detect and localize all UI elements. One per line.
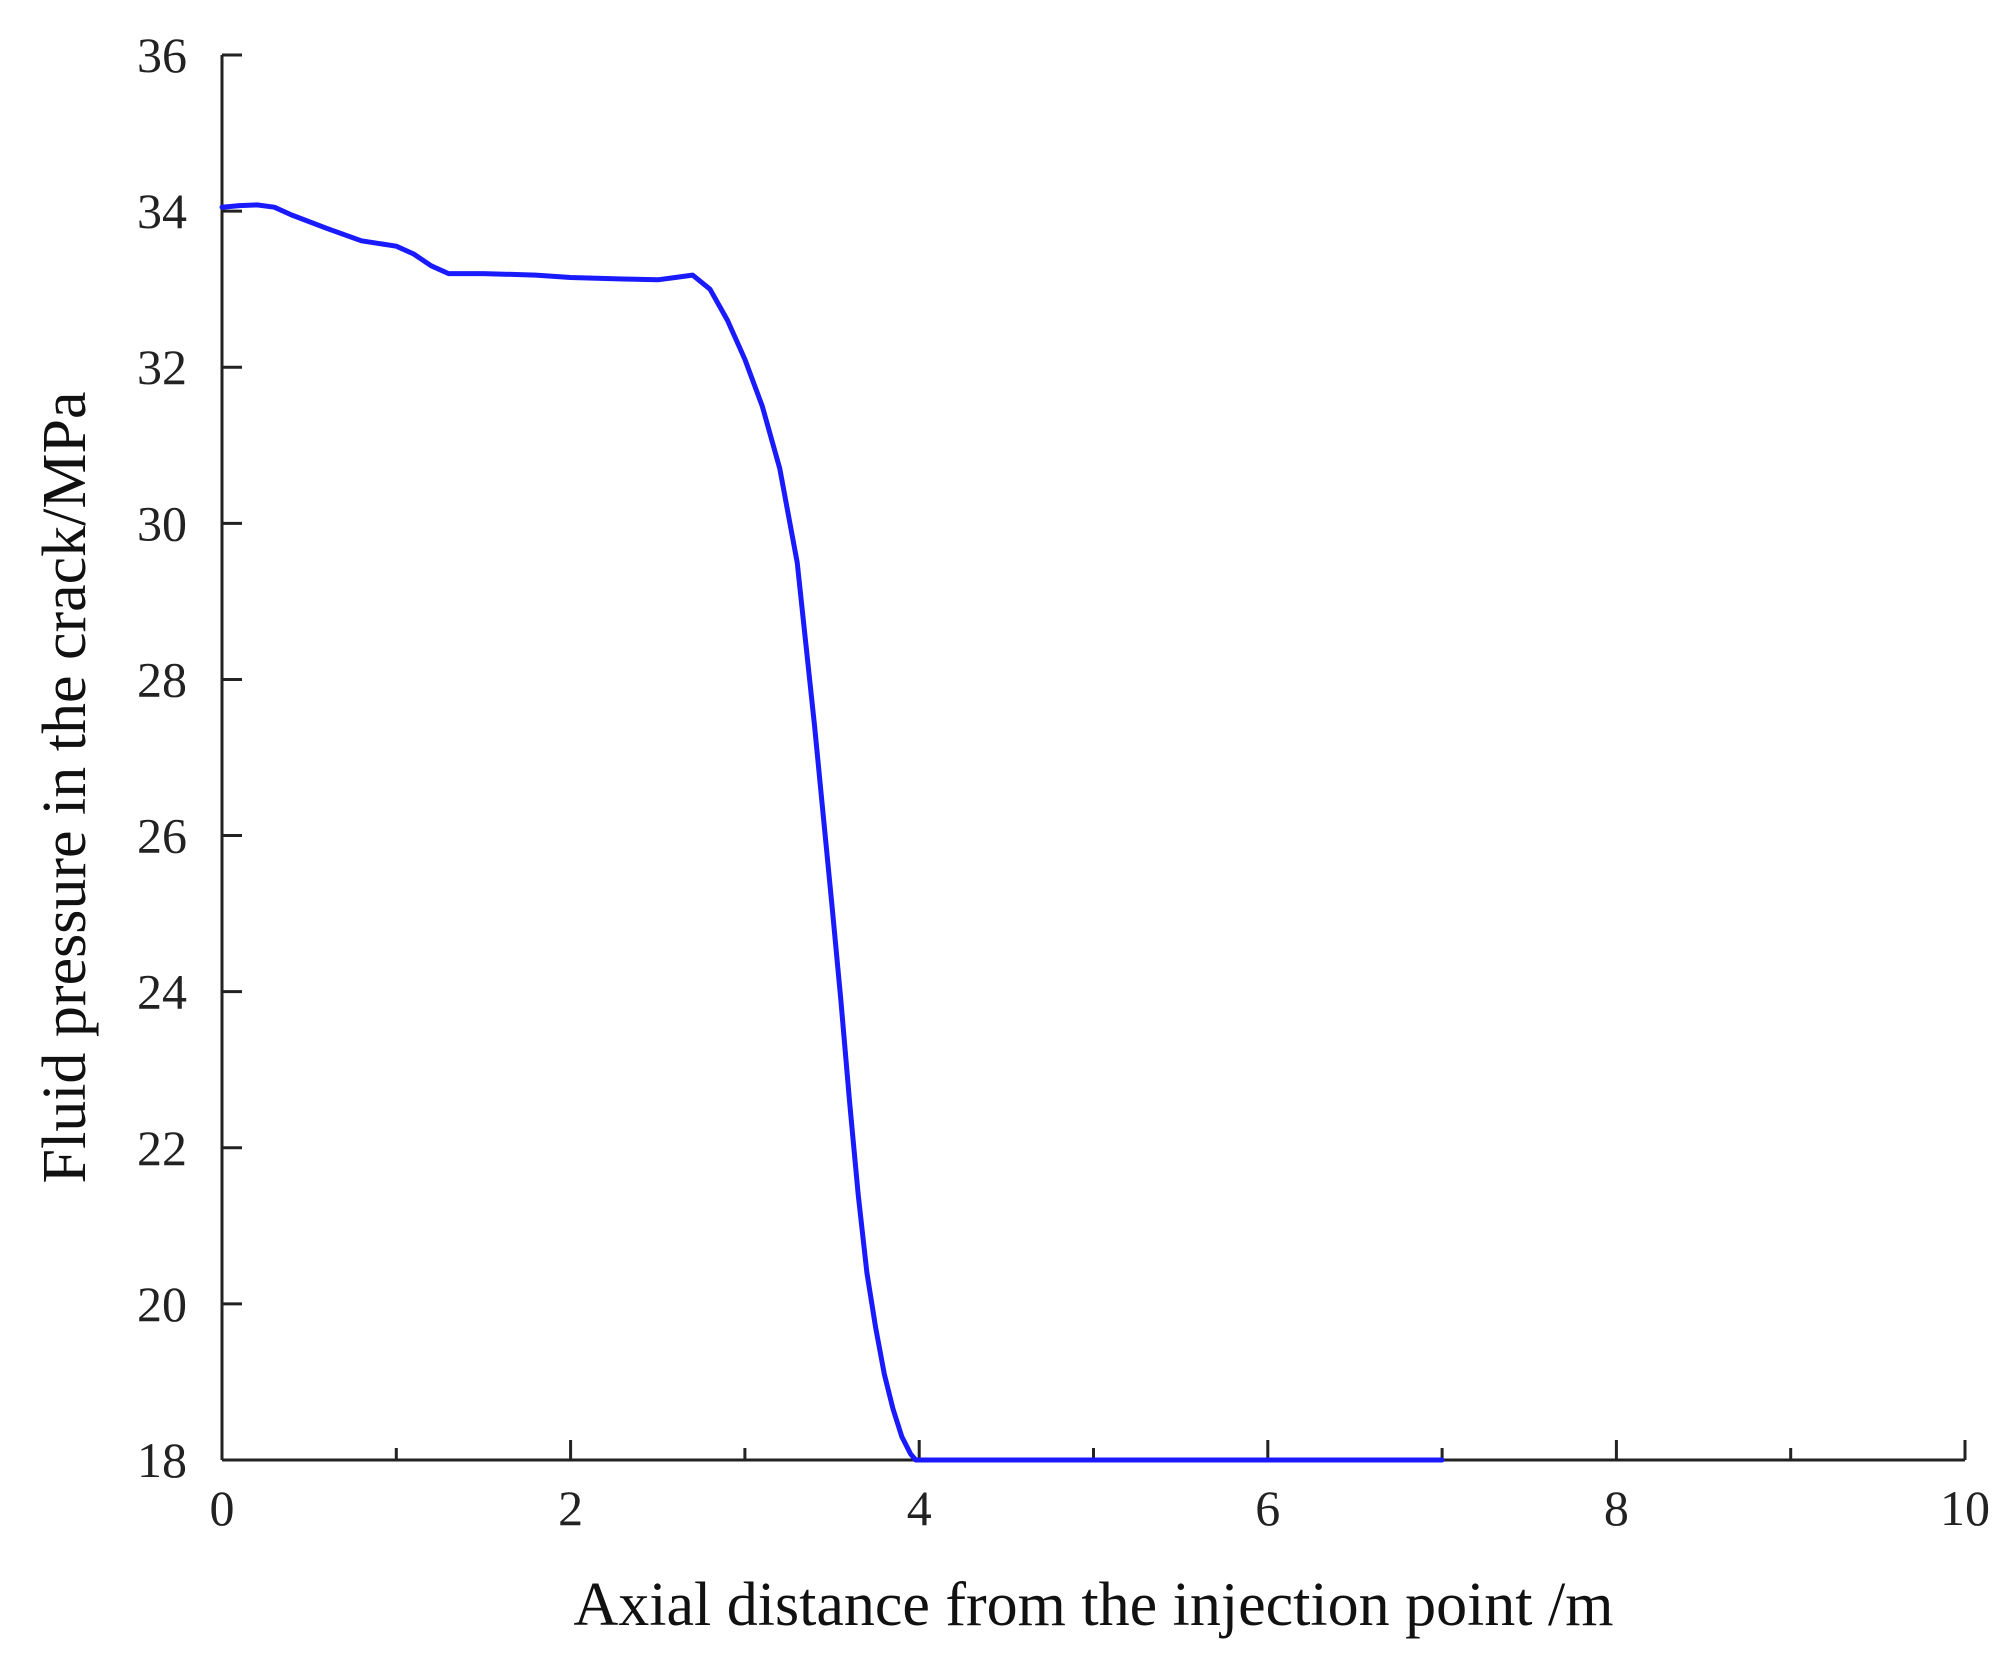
y-axis-title: Fluid pressure in the crack/MPa xyxy=(31,391,99,1183)
tick-layer xyxy=(220,53,1967,1462)
x-tick-label-0: 0 xyxy=(210,1480,235,1536)
y-tick-label-6: 30 xyxy=(137,495,187,551)
y-tick-label-1: 20 xyxy=(137,1276,187,1332)
x-tick-label-1: 2 xyxy=(558,1480,583,1536)
y-tick-label-4: 26 xyxy=(137,808,187,864)
x-tick-label-5: 10 xyxy=(1940,1480,1990,1536)
y-tick-label-9: 36 xyxy=(137,27,187,83)
y-tick-label-3: 24 xyxy=(137,964,187,1020)
series-line-0 xyxy=(219,202,1445,1463)
series-layer xyxy=(219,202,1445,1463)
y-tick-label-5: 28 xyxy=(137,651,187,707)
x-tick-label-3: 6 xyxy=(1255,1480,1280,1536)
x-tick-label-2: 4 xyxy=(907,1480,932,1536)
y-tick-label-7: 32 xyxy=(137,339,187,395)
y-tick-label-2: 22 xyxy=(137,1120,187,1176)
x-axis-title: Axial distance from the injection point … xyxy=(574,1571,1614,1639)
y-tick-label-0: 18 xyxy=(137,1432,187,1488)
y-tick-label-8: 34 xyxy=(137,183,187,239)
x-tick-label-4: 8 xyxy=(1604,1480,1629,1536)
